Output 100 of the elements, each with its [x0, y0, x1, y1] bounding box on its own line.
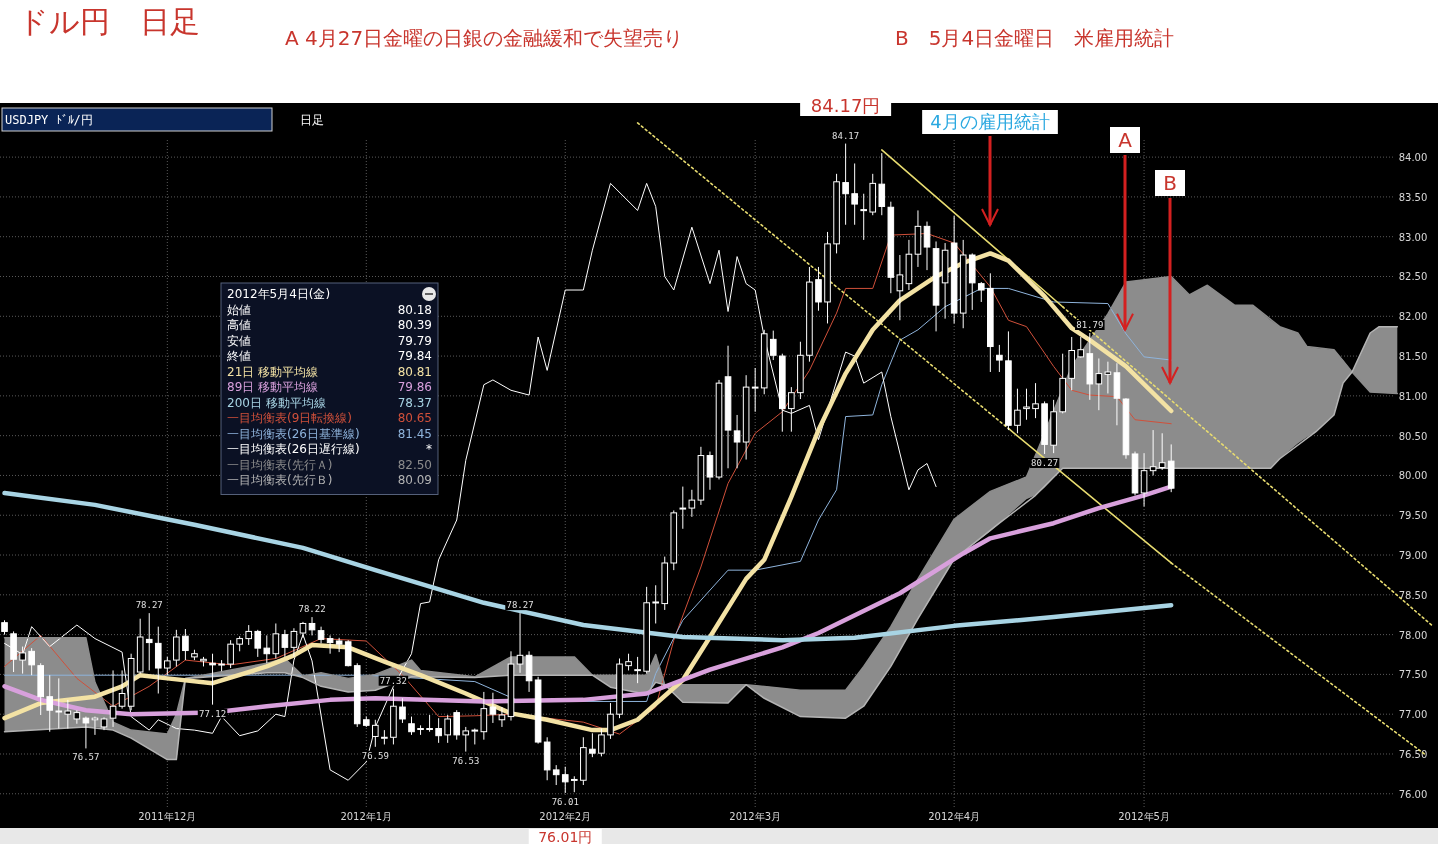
- annotation: 79.79: [397, 333, 432, 348]
- candlestick: [996, 344, 1003, 373]
- candlestick: [109, 669, 117, 728]
- candlestick: [326, 634, 334, 655]
- candlestick: [408, 716, 415, 736]
- candlestick: [1149, 429, 1157, 476]
- candlestick: [878, 152, 886, 216]
- annotation: 80.27: [1031, 457, 1059, 468]
- y-tick-label: 80.00: [1398, 470, 1428, 482]
- candlestick: [1077, 336, 1085, 359]
- candlestick: [281, 629, 289, 658]
- y-tick-label: 77.00: [1398, 709, 1428, 721]
- annotation: 80.39: [397, 318, 432, 332]
- candlestick: [489, 692, 497, 724]
- candlestick: [64, 699, 72, 730]
- y-tick-label: 77.50: [1398, 669, 1428, 681]
- candlestick: [290, 627, 298, 658]
- candlestick: [173, 629, 180, 667]
- candlestick: [209, 653, 216, 706]
- candlestick: [842, 143, 849, 226]
- annotation: 4月の雇用統計: [930, 111, 1050, 132]
- text: USDJPY ﾄﾞﾙ/円: [5, 113, 93, 127]
- text: 一目均衡表(26日遅行線): [227, 442, 360, 456]
- annotation: 76.53: [452, 755, 480, 766]
- candlestick: [679, 486, 687, 530]
- annotation: 82.50: [397, 457, 432, 472]
- annotation: 76.59: [361, 750, 389, 761]
- text: 21日 移動平均線: [227, 364, 319, 379]
- y-tick-label: 84.00: [1398, 152, 1428, 164]
- annotation: 80.09: [397, 473, 432, 487]
- x-tick-label: 2012年5月: [1118, 811, 1170, 822]
- annotation: 80.18: [397, 302, 432, 317]
- candlestick: [860, 193, 868, 241]
- y-tick-label: 83.50: [1398, 191, 1428, 203]
- candlestick: [1095, 357, 1103, 411]
- candlestick: [28, 647, 35, 676]
- candlestick: [55, 677, 63, 730]
- annotation: 79.86: [397, 380, 432, 394]
- candlestick: [634, 656, 641, 684]
- y-tick-label: 82.50: [1398, 271, 1428, 283]
- annotation: 81.45: [397, 426, 432, 441]
- annotation: 76.01: [551, 796, 579, 807]
- candlestick: [851, 162, 858, 226]
- text: A 4月27日金曜の日銀の金融緩和で失望売り: [285, 26, 684, 50]
- candlestick: [977, 281, 985, 303]
- candlestick: [751, 367, 759, 413]
- text: B 5月4日金曜日 米雇用統計: [895, 26, 1175, 50]
- annotation: 84.17円: [810, 95, 881, 116]
- chart-title: ドル円 日足: [18, 4, 200, 39]
- annotation: 日足: [300, 113, 324, 127]
- y-tick-label: 76.50: [1398, 748, 1428, 760]
- candlestick: [263, 634, 271, 664]
- candlestick: [118, 669, 126, 710]
- annotation: *: [426, 442, 432, 456]
- candlestick: [254, 629, 262, 658]
- candlestick: [46, 674, 54, 733]
- annotation: 81.79: [1076, 319, 1104, 330]
- candlestick: [1158, 432, 1166, 471]
- candlestick: [706, 451, 714, 491]
- legend-title: 2012年5月4日(金): [227, 287, 331, 301]
- x-tick-label: 2012年1月: [340, 811, 393, 822]
- text: 一目均衡表(先行Ａ): [227, 457, 333, 472]
- candlestick: [498, 706, 506, 728]
- annotation: 安値: [227, 333, 251, 348]
- candlestick: [607, 702, 614, 740]
- annotation: 78.22: [298, 604, 326, 615]
- candlestick: [598, 728, 605, 757]
- candlestick: [435, 717, 442, 744]
- candlestick: [480, 691, 488, 741]
- annotation: 77.32: [379, 675, 407, 686]
- candlestick: [1140, 452, 1148, 507]
- annotation: 79.84: [397, 349, 432, 363]
- annotation: 76.57: [72, 752, 100, 763]
- y-tick-label: 82.00: [1398, 311, 1428, 323]
- text: 一目均衡表(9日転換線): [227, 411, 352, 425]
- annotation: 80.81: [397, 364, 432, 379]
- x-tick-label: 2011年12月: [138, 811, 197, 822]
- candlestick: [1032, 382, 1039, 419]
- annotation: B: [1163, 171, 1177, 195]
- annotation: 78.27: [506, 600, 534, 611]
- candlestick: [82, 716, 90, 749]
- y-tick-label: 80.50: [1398, 430, 1428, 442]
- candlestick: [462, 726, 470, 753]
- x-tick-label: 2012年4月: [928, 811, 981, 822]
- candlestick: [453, 709, 461, 741]
- annotation: 始値: [227, 302, 251, 317]
- candlestick: [444, 714, 451, 744]
- candlestick: [164, 656, 171, 676]
- y-tick-label: 81.50: [1398, 351, 1428, 363]
- candlestick: [272, 622, 280, 659]
- candlestick: [815, 266, 822, 312]
- y-tick-label: 76.00: [1398, 788, 1428, 800]
- y-tick-label: 81.00: [1398, 390, 1428, 402]
- y-tick-label: 79.50: [1398, 510, 1428, 522]
- candlestick: [227, 639, 234, 669]
- candlestick: [733, 414, 741, 469]
- candlestick: [652, 584, 659, 624]
- x-tick-label: 2012年2月: [539, 811, 592, 822]
- annotation: 80.65: [397, 411, 432, 425]
- text: 200日 移動平均線: [227, 395, 326, 410]
